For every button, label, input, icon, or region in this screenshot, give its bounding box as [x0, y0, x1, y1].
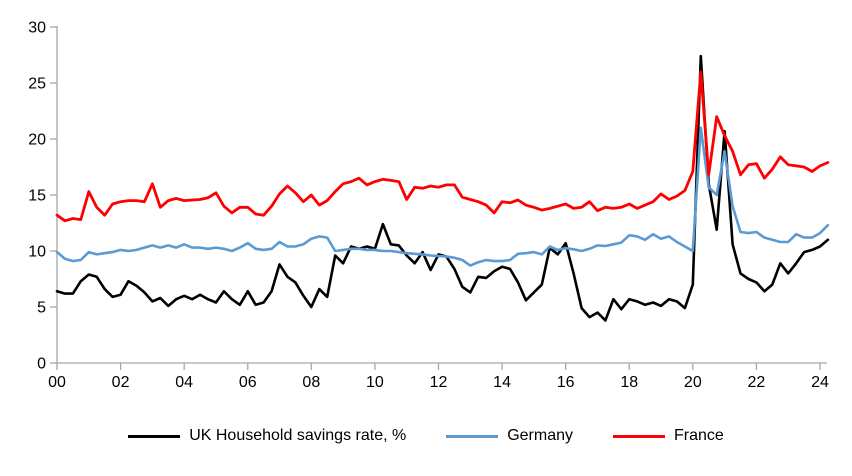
x-tick-label: 12: [430, 374, 448, 391]
legend-item-uk: UK Household savings rate, %: [128, 427, 406, 445]
y-tick-label: 10: [28, 244, 46, 261]
x-tick-label: 18: [620, 374, 638, 391]
germany-line-swatch: [446, 434, 499, 438]
y-tick-label: 5: [37, 300, 46, 317]
x-tick-label: 24: [811, 374, 829, 391]
x-tick-label: 00: [48, 374, 66, 391]
y-tick-label: 30: [28, 20, 46, 37]
france-line-swatch: [613, 434, 665, 438]
x-tick-label: 02: [112, 374, 130, 391]
y-tick-label: 25: [28, 76, 46, 93]
y-tick-label: 20: [28, 132, 46, 149]
x-tick-label: 08: [302, 374, 320, 391]
germany-legend-label: Germany: [507, 427, 573, 444]
uk-line-swatch: [128, 434, 181, 438]
chart-legend: UK Household savings rate, % Germany Fra…: [0, 427, 852, 445]
series-line-uk: [55, 54, 830, 322]
x-tick-label: 10: [366, 374, 384, 391]
x-tick-label: 20: [684, 374, 702, 391]
x-tick-label: 22: [748, 374, 766, 391]
legend-item-france: France: [613, 427, 724, 445]
x-tick-label: 04: [175, 374, 193, 391]
france-legend-label: France: [674, 427, 724, 444]
series-line-france: [55, 70, 830, 223]
uk-legend-label: UK Household savings rate, %: [189, 427, 407, 444]
x-tick-label: 16: [557, 374, 575, 391]
legend-item-germany: Germany: [446, 427, 573, 445]
y-tick-label: 0: [37, 356, 46, 373]
series-line-germany: [55, 126, 830, 267]
x-tick-label: 06: [239, 374, 257, 391]
y-tick-label: 15: [28, 188, 46, 205]
x-tick-label: 14: [493, 374, 511, 391]
chart-plot-area: 0 5 10 15 20 25 30 00 02 04 06 08 10 12 14 16 18 20 22 24: [28, 20, 830, 391]
